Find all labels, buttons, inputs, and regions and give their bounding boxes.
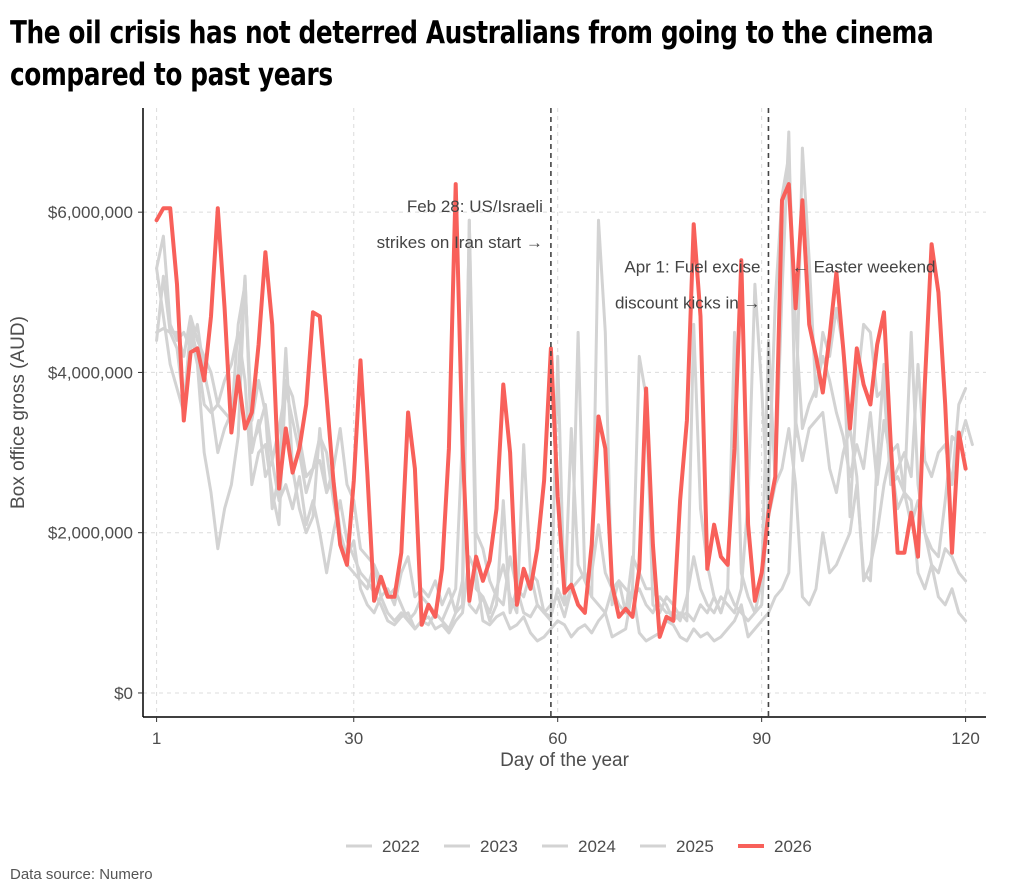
x-tick-label: 1	[152, 729, 161, 748]
y-tick-label: $4,000,000	[48, 363, 133, 382]
y-tick-label: $2,000,000	[48, 524, 133, 543]
series-line-2026	[154, 182, 968, 639]
annotation-text: discount kicks in →	[615, 293, 761, 312]
x-tick-label: 90	[752, 729, 771, 748]
data-source: Data source: Numero	[10, 866, 153, 883]
x-tick-label: 30	[344, 729, 363, 748]
y-axis-title: Box office gross (AUD)	[8, 316, 29, 509]
series-line-2023	[155, 154, 968, 623]
annotation-text: strikes on Iran start →	[377, 233, 543, 252]
legend-label-2026: 2026	[774, 837, 812, 856]
annotation-text: Feb 28: US/Israeli	[407, 197, 543, 216]
legend-label-2022: 2022	[382, 837, 420, 856]
y-tick-label: $0	[114, 684, 133, 703]
series-line-2022	[155, 274, 968, 643]
y-tick-label: $6,000,000	[48, 203, 133, 222]
chart-title: The oil crisis has not deterred Australi…	[10, 15, 934, 93]
annotation-text: Apr 1: Fuel excise	[624, 257, 760, 276]
x-tick-label: 60	[548, 729, 567, 748]
x-tick-label: 120	[951, 729, 979, 748]
annotation-text: ← Easter weekend	[792, 257, 936, 276]
x-axis-title: Day of the year	[500, 750, 630, 771]
legend-label-2023: 2023	[480, 837, 518, 856]
legend-label-2025: 2025	[676, 837, 714, 856]
legend-label-2024: 2024	[578, 837, 616, 856]
series-line-2025	[155, 130, 968, 631]
